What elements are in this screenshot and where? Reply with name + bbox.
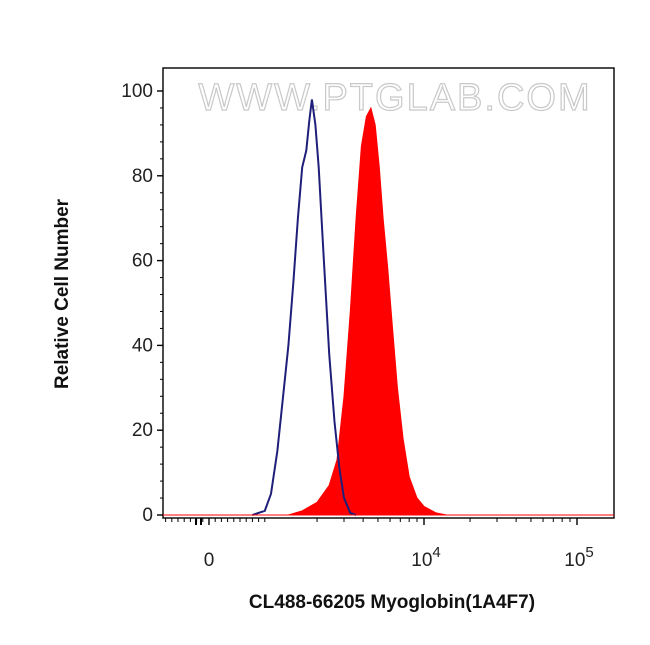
y-tick-label: 60 xyxy=(132,251,153,272)
y-axis-title: Relative Cell Number xyxy=(52,198,73,389)
outline-histogram xyxy=(252,99,357,516)
y-tick-label: 40 xyxy=(132,335,153,356)
filled-histogram xyxy=(288,106,447,516)
y-tick-label: 20 xyxy=(132,420,153,441)
x-tick-label: 0 xyxy=(204,550,215,571)
watermark-text: WWW.PTGLAB.COM xyxy=(198,77,591,119)
y-tick-label: 100 xyxy=(121,81,153,102)
y-tick-label: 80 xyxy=(132,166,153,187)
y-tick-label: 0 xyxy=(142,505,153,526)
x-tick-label: 105 xyxy=(564,544,593,571)
x-axis-title: CL488-66205 Myoglobin(1A4F7) xyxy=(249,592,535,613)
x-tick-label: 104 xyxy=(411,544,440,571)
